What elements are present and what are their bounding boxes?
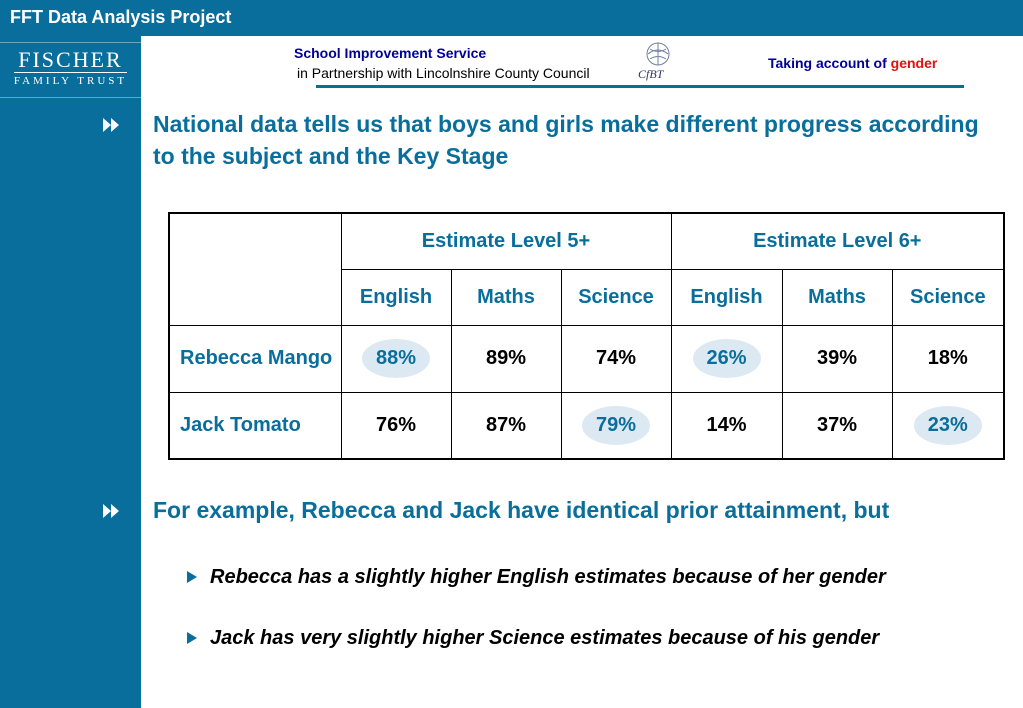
sub-point-1: Rebecca has a slightly higher English es… <box>210 566 886 588</box>
student-name: Rebecca Mango <box>168 324 342 393</box>
highlighted-value: 88% <box>361 339 431 378</box>
subject-header: English <box>670 268 783 326</box>
table-corner-cell <box>168 212 342 326</box>
cfbt-logo-text: CfBT <box>638 67 665 81</box>
slide-subject: Taking account of gender <box>768 55 937 71</box>
triangle-bullet-icon <box>187 571 197 583</box>
subject-header: Maths <box>450 268 562 326</box>
sub-point-2: Jack has very slightly higher Science es… <box>210 627 880 649</box>
table-cell: 79% <box>560 391 672 460</box>
table-cell: 18% <box>891 324 1005 393</box>
table-row: Jack Tomato 76% 87% 79% 14% 37% 23% <box>168 391 1005 460</box>
logo-divider <box>14 72 127 73</box>
sidebar <box>0 36 141 708</box>
triangle-bullet-icon <box>187 632 197 644</box>
table-cell: 76% <box>340 391 452 460</box>
subject-header: English <box>340 268 452 326</box>
double-chevron-right-icon <box>103 118 119 132</box>
double-chevron-right-icon <box>103 504 119 518</box>
fischer-family-trust-logo: FISCHER FAMILY TRUST <box>0 42 141 98</box>
group-header-level5: Estimate Level 5+ <box>340 212 672 270</box>
highlighted-value: 23% <box>913 405 982 445</box>
table-cell: 88% <box>340 324 452 393</box>
partner-line-1: School Improvement Service <box>294 45 487 61</box>
title-bar: FFT Data Analysis Project <box>0 0 1023 36</box>
estimates-table: Estimate Level 5+ Estimate Level 6+ Engl… <box>168 212 1006 460</box>
table-cell: 37% <box>781 391 893 460</box>
table-cell: 39% <box>781 324 893 393</box>
table-cell: 26% <box>670 324 783 393</box>
subject-header: Science <box>891 268 1005 326</box>
slide-subject-accent: gender <box>890 55 938 71</box>
group-header-level6: Estimate Level 6+ <box>670 212 1005 270</box>
cfbt-logo: CfBT <box>638 42 670 81</box>
logo-text-secondary: FAMILY TRUST <box>13 75 128 87</box>
table-row: Rebecca Mango 88% 89% 74% 26% 39% 18% <box>168 324 1005 393</box>
highlighted-value: 26% <box>692 339 761 378</box>
table-cell: 74% <box>560 324 672 393</box>
table-cell: 23% <box>891 391 1005 460</box>
student-name: Jack Tomato <box>168 391 342 460</box>
table-cell: 87% <box>450 391 562 460</box>
header-divider <box>316 85 964 88</box>
main-point-1: National data tells us that boys and gir… <box>153 111 979 169</box>
logo-text-primary: FISCHER <box>18 47 123 72</box>
main-point-2: For example, Rebecca and Jack have ident… <box>153 497 890 523</box>
subject-header: Science <box>560 268 672 326</box>
highlighted-value: 79% <box>582 405 651 445</box>
partner-line-2: in Partnership with Lincolnshire County … <box>297 65 590 81</box>
slide-subject-prefix: Taking account of <box>768 55 887 71</box>
presentation-title: FFT Data Analysis Project <box>10 7 232 27</box>
table-cell: 14% <box>670 391 783 460</box>
table-cell: 89% <box>450 324 562 393</box>
subject-header: Maths <box>781 268 893 326</box>
